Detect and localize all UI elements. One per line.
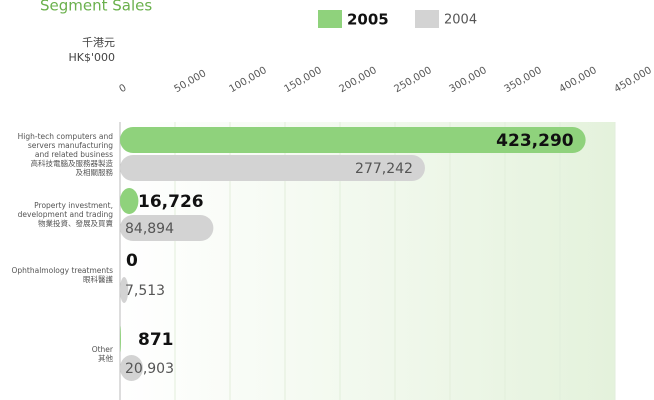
x-tick-label: 400,000: [558, 65, 599, 95]
value-label: 20,903: [125, 361, 174, 377]
bar: [120, 355, 143, 381]
x-tick-label: 300,000: [448, 65, 489, 95]
x-tick-label: 50,000: [173, 68, 209, 95]
legend-label: 2004: [444, 13, 477, 28]
value-label: 84,894: [125, 221, 174, 237]
value-label: 423,290: [496, 131, 574, 151]
value-label: 0: [126, 251, 138, 271]
category-box: Other 其他: [91, 344, 113, 363]
value-label: 871: [138, 330, 174, 350]
x-tick-label: 0: [118, 82, 129, 95]
legend-swatch: [318, 10, 342, 28]
category-box: High-tech computers and servers manufact…: [17, 131, 113, 177]
value-label: 277,242: [355, 161, 413, 177]
axis-label-box: 千港元 HK$'000: [68, 36, 115, 64]
bar: [120, 326, 121, 352]
category-label: Property investment, development and tra…: [17, 201, 113, 228]
x-tick-label: 100,000: [228, 65, 269, 95]
legend-swatch: [415, 10, 439, 28]
chart-title: Segment Sales: [40, 0, 152, 15]
bar: [120, 188, 139, 214]
value-label: 16,726: [138, 192, 204, 212]
x-tick-label: 200,000: [338, 65, 379, 95]
bar: [120, 277, 129, 303]
x-tick-label: 450,000: [613, 65, 654, 95]
bar: [120, 127, 586, 153]
x-tick-label: 150,000: [283, 65, 324, 95]
legend-label: 2005: [347, 11, 389, 29]
category-box: Property investment, development and tra…: [17, 201, 113, 228]
x-tick-label: 350,000: [503, 65, 544, 95]
category-label: Ophthalmology treatments 眼科醫護: [11, 266, 113, 284]
value-label: 7,513: [125, 283, 165, 299]
category-label: Other 其他: [91, 344, 113, 363]
category-box: Ophthalmology treatments 眼科醫護: [11, 266, 113, 284]
bar: [120, 215, 214, 241]
y-axis-label: 千港元 HK$'000: [68, 36, 115, 64]
x-tick-label: 250,000: [393, 65, 434, 95]
category-label: High-tech computers and servers manufact…: [17, 131, 113, 177]
bar: [120, 155, 425, 181]
